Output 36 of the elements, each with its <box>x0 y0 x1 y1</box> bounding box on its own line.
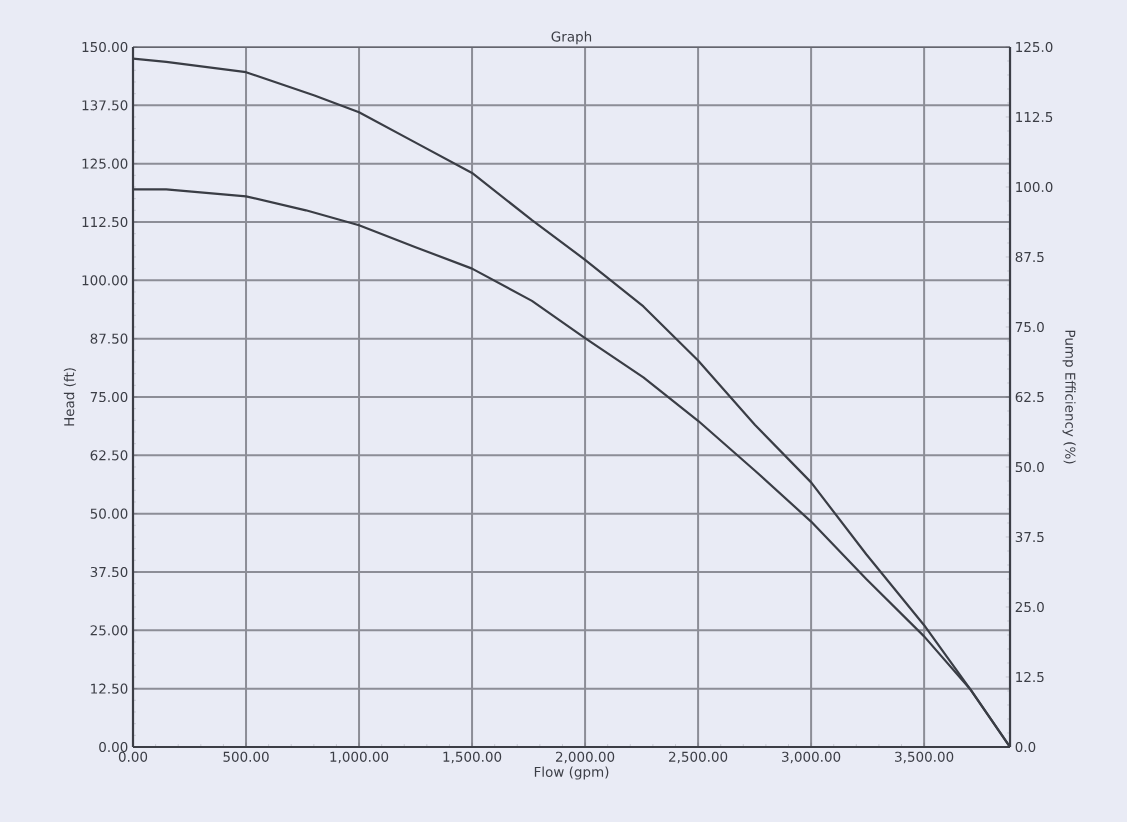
x-tick-label: 0.00 <box>118 751 148 762</box>
y-tick-label: 0.00 <box>99 741 128 753</box>
y-tick-label: 112.50 <box>82 216 128 228</box>
x-axis-title: Flow (gpm) <box>534 766 609 780</box>
y-tick-label: 12.50 <box>91 683 128 694</box>
y2-tick-label: 87.5 <box>1015 251 1044 263</box>
y2-tick-label: 112.5 <box>1016 111 1053 123</box>
y2-tick-label: 100.0 <box>1016 181 1053 193</box>
y-tick-label: 50.00 <box>90 508 128 519</box>
y2-tick-label: 75.0 <box>1015 321 1044 333</box>
y-tick-label: 37.50 <box>90 566 128 578</box>
y-tick-label: 100.00 <box>82 275 128 286</box>
y-axis-title: Head (ft) <box>63 368 76 426</box>
chart-title: Graph <box>551 31 592 45</box>
y2-tick-label: 125.0 <box>1016 41 1053 53</box>
y2-tick-label: 0.0 <box>1015 741 1036 753</box>
y-tick-label: 137.50 <box>82 100 128 111</box>
x-tick-label: 2,500.00 <box>669 751 728 764</box>
y2-tick-label: 50.0 <box>1015 461 1044 473</box>
y-tick-label: 62.50 <box>90 450 128 461</box>
y2-tick-label: 12.5 <box>1016 671 1044 683</box>
x-tick-label: 2,000.00 <box>556 751 615 764</box>
y-tick-label: 125.00 <box>82 158 128 169</box>
x-tick-label: 1,500.00 <box>443 751 502 764</box>
y-tick-label: 75.00 <box>90 391 128 403</box>
y2-tick-label: 25.0 <box>1015 601 1044 613</box>
y2-axis-title: Pump Efficiency (%) <box>1062 330 1076 464</box>
y-tick-label: 25.00 <box>90 625 128 636</box>
x-tick-label: 3,000.00 <box>782 751 841 764</box>
y2-tick-label: 62.5 <box>1015 391 1044 403</box>
y2-tick-label: 37.5 <box>1015 531 1044 543</box>
y-tick-label: 87.50 <box>90 333 128 344</box>
x-tick-label: 1,000.00 <box>330 751 389 764</box>
x-tick-label: 3,500.00 <box>895 751 954 764</box>
y-tick-label: 150.00 <box>82 41 128 53</box>
x-tick-label: 500.00 <box>223 751 269 762</box>
